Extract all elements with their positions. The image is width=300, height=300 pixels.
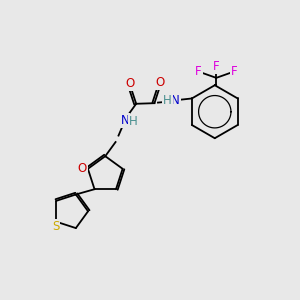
- Text: N: N: [121, 114, 129, 127]
- Text: O: O: [77, 162, 87, 175]
- Text: F: F: [195, 65, 202, 78]
- Text: O: O: [126, 77, 135, 90]
- Text: S: S: [52, 220, 59, 233]
- Text: F: F: [213, 60, 220, 73]
- Text: N: N: [171, 94, 180, 107]
- Text: H: H: [163, 94, 172, 107]
- Text: H: H: [129, 115, 138, 128]
- Text: F: F: [231, 65, 237, 78]
- Text: O: O: [156, 76, 165, 89]
